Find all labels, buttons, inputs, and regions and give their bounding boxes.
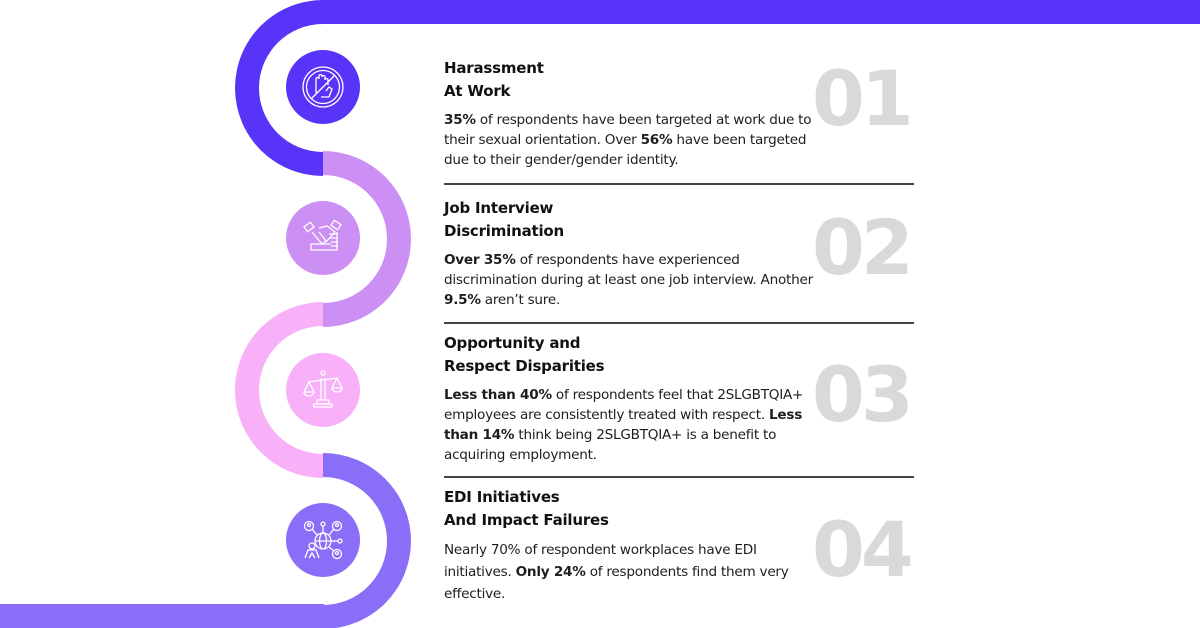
item-4-number: 04 xyxy=(812,505,914,594)
item-2-title: Job Interview Discrimination xyxy=(444,197,914,243)
item-1-body: 35% of respondents have been targeted at… xyxy=(444,110,814,170)
body-text: of respondents have experienced discrimi… xyxy=(444,252,813,288)
icon-circle-1 xyxy=(286,50,360,124)
body-text: think being 2SLGBTQIA+ is a benefit to a… xyxy=(444,427,777,463)
stat-highlight: Only 24% xyxy=(515,564,586,580)
icon-circle-4 xyxy=(286,503,360,577)
path-segment-4 xyxy=(323,453,411,628)
body-text: Nearly 70% of respondent workplaces have… xyxy=(444,542,757,580)
item-2: Job Interview Discrimination Over 35% of… xyxy=(444,197,914,310)
item-3-title-line1: Opportunity and xyxy=(444,334,581,352)
body-text: of respondents feel that 2SLGBTQIA+ empl… xyxy=(444,387,804,423)
divider-1 xyxy=(444,183,914,185)
item-1-title-line2: At Work xyxy=(444,82,511,100)
icon-circle-2 xyxy=(286,201,360,275)
item-1-number: 01 xyxy=(812,54,914,143)
body-text: of respondents find them very effective. xyxy=(444,564,789,602)
item-3-title: Opportunity and Respect Disparities xyxy=(444,332,914,378)
item-3-body: Less than 40% of respondents feel that 2… xyxy=(444,385,819,465)
item-4: EDI Initiatives And Impact Failures Near… xyxy=(444,486,914,605)
stat-highlight: 9.5% xyxy=(444,292,481,308)
item-1: Harassment At Work 35% of respondents ha… xyxy=(444,57,914,170)
handshake-contract-icon xyxy=(303,219,342,251)
path-segment-1 xyxy=(235,0,323,176)
item-4-title-line1: EDI Initiatives xyxy=(444,488,560,506)
body-text: have been targeted due to their gender/g… xyxy=(444,132,807,168)
divider-3 xyxy=(444,476,914,478)
item-4-body: Nearly 70% of respondent workplaces have… xyxy=(444,539,814,605)
item-3-number: 03 xyxy=(812,350,914,439)
item-4-title-line2: And Impact Failures xyxy=(444,511,609,529)
global-network-people-icon xyxy=(303,520,343,560)
stat-highlight: 35% xyxy=(444,112,476,128)
body-text: of respondents have been targeted at wor… xyxy=(444,112,812,148)
divider-2 xyxy=(444,322,914,324)
stat-highlight: Less than 40% xyxy=(444,387,552,403)
item-4-title: EDI Initiatives And Impact Failures xyxy=(444,486,914,532)
icon-circle-3 xyxy=(286,353,360,427)
stat-highlight: Less than 14% xyxy=(444,407,803,443)
no-harassment-hand-icon xyxy=(302,66,344,108)
item-1-title: Harassment At Work xyxy=(444,57,914,103)
top-bar xyxy=(323,0,1200,24)
item-2-body: Over 35% of respondents have experienced… xyxy=(444,250,814,310)
item-1-title-line1: Harassment xyxy=(444,59,544,77)
item-2-title-line1: Job Interview xyxy=(444,199,554,217)
scales-of-justice-icon xyxy=(302,370,344,408)
stat-highlight: Over 35% xyxy=(444,252,516,268)
path-segment-3 xyxy=(235,302,323,478)
stat-highlight: 56% xyxy=(640,132,673,148)
path-segment-2 xyxy=(323,151,411,327)
item-3: Opportunity and Respect Disparities Less… xyxy=(444,332,914,465)
item-2-number: 02 xyxy=(812,203,914,292)
item-2-title-line2: Discrimination xyxy=(444,222,565,240)
bottom-bar xyxy=(0,604,324,628)
item-3-title-line2: Respect Disparities xyxy=(444,357,605,375)
body-text: aren’t sure. xyxy=(480,292,561,308)
